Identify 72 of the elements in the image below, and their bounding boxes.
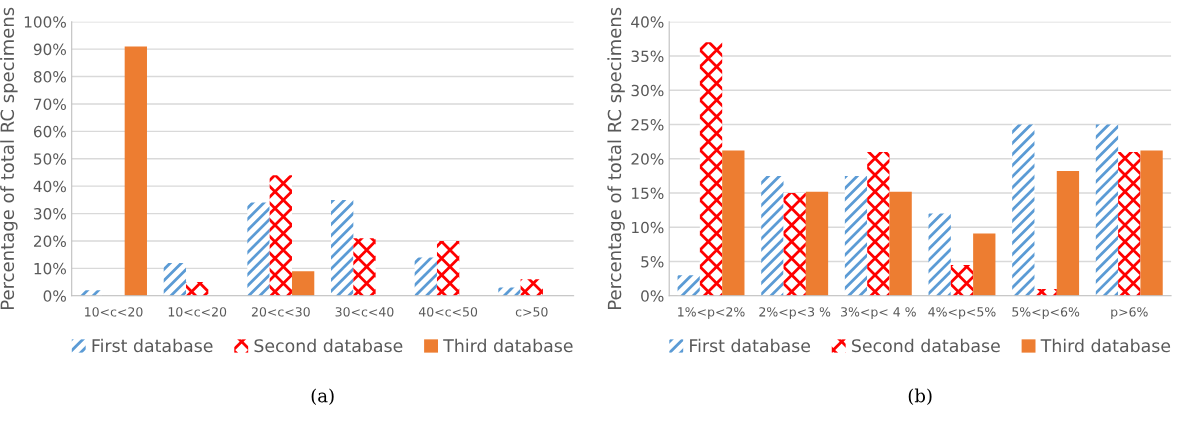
x-tick-label: 40<c<50 [418, 307, 478, 317]
x-tick-label: 20<c<30 [251, 307, 310, 317]
bar [353, 238, 376, 296]
bar [331, 199, 354, 296]
y-tick-label: 70% [34, 98, 66, 110]
bar [928, 213, 951, 296]
y-tick-label: 100% [24, 16, 66, 28]
x-tick-label: 4%<p<5% [928, 307, 996, 320]
y-axis-title: Percentage of total RC specimens [0, 7, 18, 309]
x-tick-label: p>6% [1111, 307, 1148, 320]
text: (b) [908, 388, 932, 405]
bar [1034, 288, 1057, 296]
bar [722, 150, 745, 296]
bar [269, 175, 292, 296]
y-tick-label: 50% [34, 153, 66, 165]
x-tick-label: 2%<p<3 % [759, 307, 831, 320]
bar [699, 42, 723, 296]
bar [1056, 171, 1080, 296]
bar [1118, 151, 1141, 296]
y-tick-label: 30% [631, 84, 664, 97]
bar [1140, 150, 1163, 296]
bar [291, 271, 315, 296]
bar [867, 151, 890, 296]
y-tick-label: 60% [33, 125, 66, 138]
y-tick-label: 20% [631, 153, 664, 165]
bar [973, 233, 996, 296]
bar [414, 257, 437, 296]
y-tick-label: 15% [632, 187, 664, 200]
bar [247, 202, 270, 296]
y-tick-label: 20% [34, 235, 66, 248]
y-tick-label: 40% [631, 16, 664, 28]
x-tick-label: 10<c<20 [168, 307, 227, 317]
y-tick-label: 10% [632, 221, 664, 234]
y-tick-label: 40% [33, 180, 66, 193]
y-tick-label: 25% [631, 118, 664, 131]
legend-label: First database [92, 338, 213, 353]
bar [163, 262, 187, 296]
legend-label: Third database [1040, 338, 1171, 353]
y-tick-label: 0% [641, 290, 664, 302]
y-tick-label: 5% [641, 256, 664, 268]
y-tick-label: 10% [34, 262, 66, 275]
bar [520, 279, 543, 296]
y-tick-label: 90% [33, 43, 66, 56]
y-tick-label: 0% [43, 290, 66, 302]
bar [1012, 124, 1035, 296]
x-tick-label: 3%<p< 4 % [841, 307, 916, 320]
x-tick-label: 30<c<40 [335, 307, 394, 317]
bar [124, 46, 147, 296]
bar [186, 282, 209, 296]
legend-label: Third database [443, 338, 573, 353]
bar [889, 191, 912, 296]
bar [805, 191, 829, 296]
bar [677, 275, 700, 296]
bar [844, 175, 868, 296]
bar [761, 175, 784, 296]
x-tick-label: c>50 [515, 307, 548, 317]
bar [783, 193, 806, 296]
y-tick-label: 30% [34, 208, 66, 220]
legend-label: Second database [254, 338, 403, 353]
y-tick-label: 80% [33, 71, 66, 83]
y-tick-label: 35% [631, 50, 664, 63]
legend-label: First database [690, 338, 811, 353]
x-tick-label: 10<c<20 [85, 307, 143, 317]
x-tick-label: 1%<p<2% [678, 307, 745, 320]
legend-label: Second database [852, 338, 1000, 353]
y-axis-title: Percentage of total RC specimens [607, 7, 625, 309]
x-tick-label: 5%<p<6% [1012, 307, 1080, 320]
bar [950, 264, 974, 296]
text: (a) [311, 388, 334, 405]
bar [80, 290, 103, 296]
bar [436, 240, 460, 296]
bar [1095, 124, 1119, 296]
